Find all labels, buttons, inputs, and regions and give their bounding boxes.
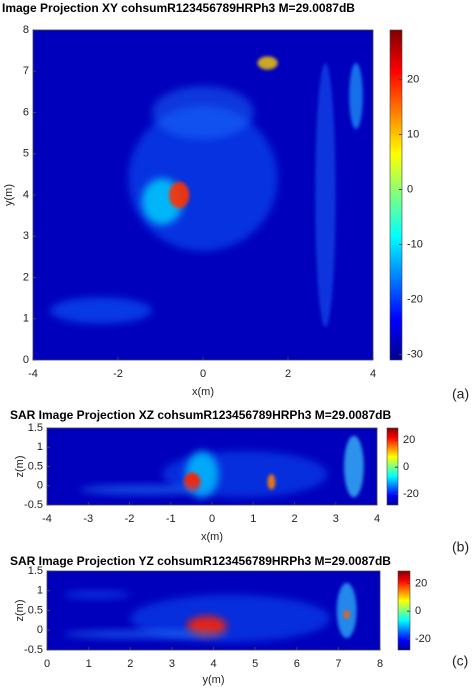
image-blob: [267, 474, 276, 490]
y-axis-label: z(m): [14, 600, 26, 622]
y-tick-label: 3: [23, 230, 29, 242]
x-tick-label: 4: [374, 513, 380, 525]
y-tick-label: 1: [37, 585, 43, 597]
y-tick-label: 8: [23, 24, 29, 36]
x-tick-label: 7: [335, 658, 341, 670]
x-tick-label: -2: [125, 513, 135, 525]
colorbar-tick-label: -20: [415, 633, 431, 645]
x-tick-label: 5: [252, 658, 258, 670]
y-tick-label: 0: [37, 480, 43, 492]
x-tick-label: 0: [209, 513, 215, 525]
x-tick-label: 4: [370, 368, 376, 380]
x-tick-label: 0: [200, 368, 206, 380]
image-blob: [152, 86, 254, 139]
image-blob: [349, 63, 363, 129]
y-tick-label: 0: [23, 354, 29, 366]
colorbar-tick-label: -20: [407, 293, 423, 305]
colorbar: [386, 427, 399, 506]
image-blob: [169, 181, 190, 209]
x-tick-label: 3: [333, 513, 339, 525]
image-blob: [343, 610, 351, 619]
colorbar-tick-label: -10: [407, 238, 423, 250]
image-blob: [344, 435, 364, 498]
panel-title: SAR Image Projection YZ cohsumR123456789…: [10, 554, 391, 568]
colorbar-tick-label: 10: [407, 128, 419, 140]
image-blob: [80, 484, 212, 495]
y-axis-label: y(m): [3, 184, 15, 206]
y-tick-label: 0.5: [28, 604, 43, 616]
colorbar-tick-label: -30: [407, 348, 423, 360]
y-tick-label: 5: [23, 148, 29, 160]
colorbar-tick-label: 20: [403, 434, 415, 446]
panel-label: (c): [452, 653, 468, 669]
x-tick-label: 0: [44, 658, 50, 670]
y-tick-label: -0.5: [24, 499, 43, 511]
image-blob: [50, 297, 152, 324]
x-tick-label: 8: [377, 658, 383, 670]
y-tick-label: 1: [37, 441, 43, 453]
x-tick-label: -4: [28, 368, 38, 380]
x-tick-label: -2: [113, 368, 123, 380]
y-tick-label: 1.5: [28, 422, 43, 434]
x-tick-label: 1: [250, 513, 256, 525]
colorbar-tick-label: 0: [403, 461, 409, 473]
image-blob: [63, 630, 231, 639]
panel-title: Image Projection XY cohsumR123456789HRPh…: [2, 1, 355, 15]
y-tick-label: -0.5: [24, 644, 43, 656]
x-tick-label: 1: [86, 658, 92, 670]
colorbar-tick-label: 20: [415, 577, 427, 589]
panel-label: (b): [452, 539, 469, 555]
y-tick-label: 1: [23, 313, 29, 325]
y-tick-label: 4: [23, 189, 29, 201]
y-tick-label: 0: [37, 624, 43, 636]
x-tick-label: -4: [42, 513, 52, 525]
colorbar: [397, 570, 411, 651]
panel-label: (a): [452, 386, 469, 402]
colorbar: [389, 29, 403, 361]
y-tick-label: 2: [23, 271, 29, 283]
image-blob: [336, 582, 357, 639]
image-texture: [80, 435, 364, 498]
x-tick-label: 2: [127, 658, 133, 670]
image-texture: [63, 582, 357, 643]
y-tick-label: 6: [23, 106, 29, 118]
colorbar-tick-label: -20: [403, 488, 419, 500]
x-axis-label: x(m): [192, 386, 214, 398]
colorbar-tick-label: 0: [415, 605, 421, 617]
x-tick-label: 4: [210, 658, 216, 670]
y-tick-label: 0.5: [28, 460, 43, 472]
x-axis-label: x(m): [201, 531, 223, 543]
x-tick-label: 2: [291, 513, 297, 525]
x-tick-label: 2: [285, 368, 291, 380]
image-blob: [257, 56, 278, 70]
colorbar-tick-label: 20: [407, 73, 419, 85]
panel-title: SAR Image Projection XZ cohsumR123456789…: [10, 408, 391, 422]
x-tick-label: 3: [169, 658, 175, 670]
x-axis-label: y(m): [203, 674, 225, 686]
y-tick-label: 1.5: [28, 565, 43, 577]
image-texture: [50, 56, 363, 327]
y-tick-label: 7: [23, 65, 29, 77]
image-blob: [63, 590, 131, 599]
x-tick-label: 6: [294, 658, 300, 670]
y-axis-label: z(m): [14, 456, 26, 478]
image-blob: [130, 594, 331, 643]
x-tick-label: -3: [83, 513, 93, 525]
colorbar-tick-label: 0: [407, 183, 413, 195]
x-tick-label: -1: [166, 513, 176, 525]
image-blob: [315, 63, 336, 327]
